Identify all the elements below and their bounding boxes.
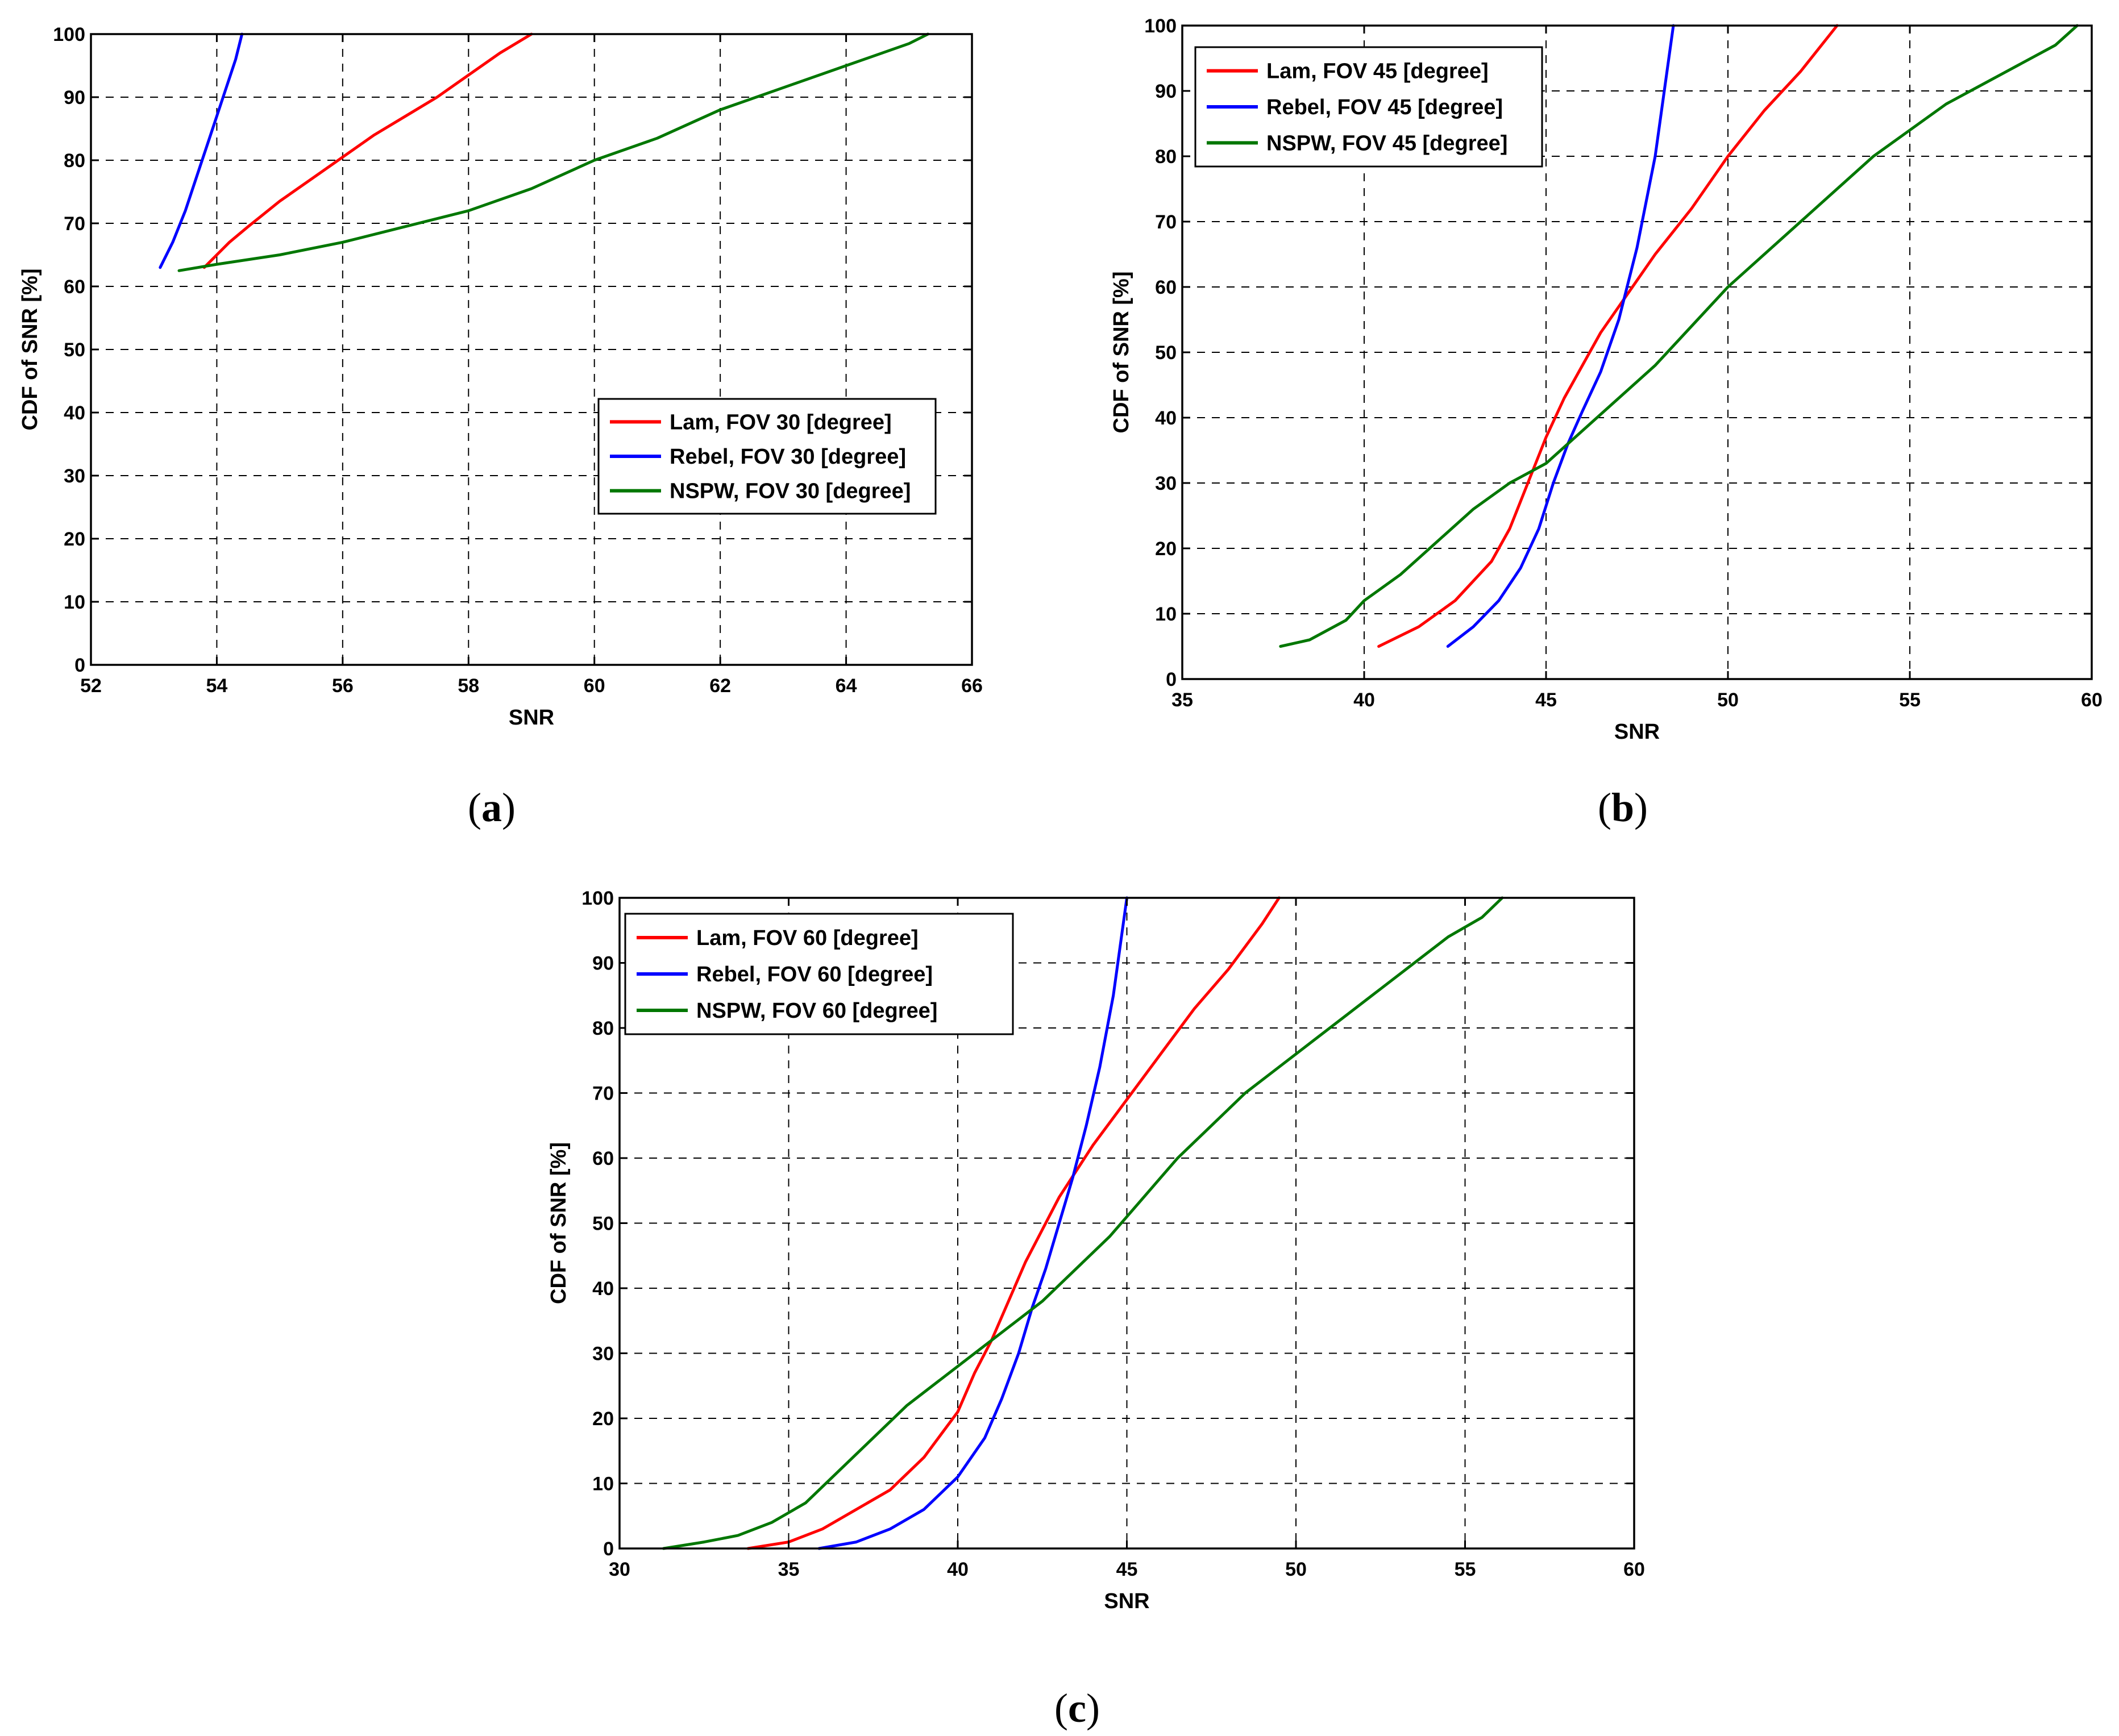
panel-b: 35 40 45 50 55 60 0 10 20 30 40 50 60 70 80 90 100 SNR CDF…: [1110, 15, 2103, 830]
x-tick-label: 50: [1285, 1559, 1307, 1580]
caption-open-paren: (: [1054, 1685, 1068, 1731]
y-tick-label: 60: [592, 1148, 614, 1169]
x-tick-label: 45: [1535, 689, 1557, 711]
x-tick-label: 50: [1717, 689, 1739, 711]
y-tick-label: 30: [592, 1343, 614, 1365]
y-tick-label: 50: [592, 1213, 614, 1235]
series-line-3: [177, 32, 929, 272]
x-axis-title: SNR: [1614, 720, 1660, 744]
x-tick-label: 45: [1116, 1559, 1138, 1580]
legend-label-1: Lam, FOV 45 [degree]: [1266, 60, 1489, 84]
y-tick-label: 0: [1166, 669, 1177, 690]
x-tick-label: 56: [332, 675, 354, 697]
y-axis-title: CDF of SNR [%]: [1110, 272, 1133, 434]
legend-label-1: Lam, FOV 60 [degree]: [696, 926, 919, 950]
caption-letter: a: [481, 785, 502, 830]
x-tick-label: 60: [2081, 689, 2103, 711]
panel-caption: (c): [1054, 1685, 1100, 1731]
panel-a: 52 54 56 58 60 62 64 66 0 10 20 30 40 50 60 70 80 90 100 SN…: [18, 24, 983, 830]
y-tick-label: 30: [64, 465, 85, 487]
x-tick-label: 52: [80, 675, 102, 697]
legend-label-3: NSPW, FOV 60 [degree]: [696, 999, 937, 1023]
y-tick-label: 20: [64, 528, 85, 550]
legend-label-3: NSPW, FOV 45 [degree]: [1266, 131, 1507, 155]
y-tick-label: 50: [1155, 342, 1177, 364]
legend-label-3: NSPW, FOV 30 [degree]: [670, 480, 911, 503]
series-line-1: [746, 896, 1281, 1550]
y-tick-label: 100: [1144, 15, 1177, 37]
caption-open-paren: (: [468, 785, 481, 830]
y-axis-title: CDF of SNR [%]: [18, 269, 42, 431]
x-tick-label: 30: [609, 1559, 630, 1580]
y-tick-label: 50: [64, 339, 85, 361]
x-tick-label: 62: [709, 675, 731, 697]
x-tick-label: 60: [584, 675, 605, 697]
series-line-2: [159, 32, 244, 269]
series-line-3: [662, 896, 1504, 1550]
y-tick-label: 20: [1155, 538, 1177, 560]
y-tick-label: 80: [1155, 146, 1177, 168]
series-line-2: [817, 896, 1128, 1550]
plot-area: [91, 34, 972, 665]
y-tick-label: 100: [53, 24, 85, 45]
caption-close-paren: ): [1634, 785, 1648, 830]
caption-open-paren: (: [1598, 785, 1611, 830]
caption-close-paren: ): [1086, 1685, 1100, 1731]
x-tick-label: 58: [458, 675, 479, 697]
x-axis-title: SNR: [1104, 1589, 1149, 1613]
x-tick-label: 35: [778, 1559, 800, 1580]
y-tick-label: 70: [64, 213, 85, 235]
caption-close-paren: ): [502, 785, 516, 830]
y-tick-label: 10: [592, 1473, 614, 1495]
y-tick-label: 70: [1155, 211, 1177, 233]
y-tick-label: 70: [592, 1083, 614, 1105]
series-line-1: [1377, 24, 1839, 648]
x-axis-title: SNR: [509, 706, 554, 730]
x-tick-label: 64: [836, 675, 857, 697]
y-tick-label: 0: [74, 655, 85, 676]
y-tick-label: 60: [1155, 277, 1177, 298]
x-tick-label: 35: [1171, 689, 1193, 711]
x-tick-label: 66: [961, 675, 983, 697]
y-tick-label: 40: [592, 1278, 614, 1300]
panel-caption: (b): [1598, 785, 1648, 830]
panel-c: 30 35 40 45 50 55 60 0 10 20 30 40 50 60 70 80 90 100 SNR C…: [547, 888, 1645, 1731]
series-line-1: [202, 32, 533, 269]
legend-label-2: Rebel, FOV 30 [degree]: [670, 445, 906, 469]
legend-label-1: Lam, FOV 30 [degree]: [670, 410, 892, 434]
y-tick-label: 0: [603, 1538, 614, 1560]
y-tick-label: 60: [64, 276, 85, 298]
legend-label-2: Rebel, FOV 60 [degree]: [696, 963, 933, 986]
caption-letter: b: [1611, 785, 1634, 830]
y-tick-label: 20: [592, 1408, 614, 1430]
x-tick-label: 55: [1899, 689, 1921, 711]
x-tick-label: 54: [206, 675, 228, 697]
caption-letter: c: [1068, 1685, 1086, 1731]
y-tick-label: 90: [64, 87, 85, 109]
y-tick-label: 40: [64, 402, 85, 424]
y-tick-label: 40: [1155, 407, 1177, 429]
y-tick-label: 100: [581, 888, 614, 909]
x-tick-label: 40: [1353, 689, 1375, 711]
legend-box: [624, 913, 1014, 1035]
panel-caption: (a): [468, 785, 516, 830]
x-tick-label: 40: [947, 1559, 969, 1580]
y-tick-label: 90: [1155, 81, 1177, 102]
x-tick-label: 60: [1623, 1559, 1645, 1580]
y-tick-label: 80: [592, 1018, 614, 1039]
legend-label-2: Rebel, FOV 45 [degree]: [1266, 95, 1503, 119]
y-tick-label: 10: [64, 592, 85, 613]
y-tick-label: 10: [1155, 603, 1177, 625]
x-tick-label: 55: [1455, 1559, 1476, 1580]
series-line-3: [1279, 24, 2079, 648]
y-tick-label: 90: [592, 953, 614, 975]
y-tick-label: 80: [64, 150, 85, 172]
y-axis-title: CDF of SNR [%]: [547, 1142, 571, 1304]
y-tick-label: 30: [1155, 473, 1177, 494]
